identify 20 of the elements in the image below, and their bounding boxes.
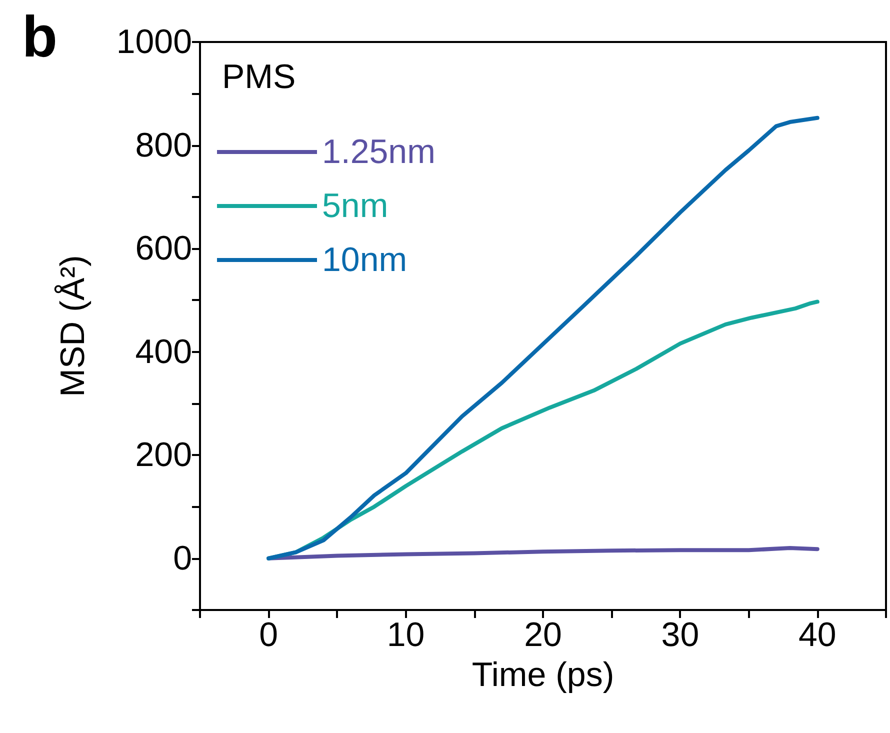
- line-series: [266, 116, 820, 560]
- x-tick-label: 30: [661, 616, 700, 654]
- x-axis-title: Time (ps): [472, 656, 614, 694]
- y-tick-label: 0: [173, 539, 192, 578]
- x-tick-label: 0: [259, 616, 278, 654]
- legend-title: PMS: [222, 58, 296, 96]
- legend-label: 5nm: [322, 187, 388, 225]
- legend-label: 10nm: [322, 241, 408, 279]
- y-tick-label: 400: [135, 332, 192, 371]
- y-axis-title: MSD (Å²): [54, 255, 92, 397]
- y-tick-label: 200: [135, 436, 192, 474]
- legend-label: 1.25nm: [322, 133, 436, 171]
- y-tick-label: 800: [135, 126, 192, 164]
- x-tick-label: 20: [524, 616, 562, 654]
- line-series: [266, 546, 820, 560]
- y-tick-label: 1000: [116, 23, 192, 61]
- x-tick-label: 10: [386, 616, 425, 654]
- x-tick-label: 40: [798, 616, 836, 654]
- y-tick-label: 600: [135, 230, 192, 268]
- text: b: [22, 4, 58, 70]
